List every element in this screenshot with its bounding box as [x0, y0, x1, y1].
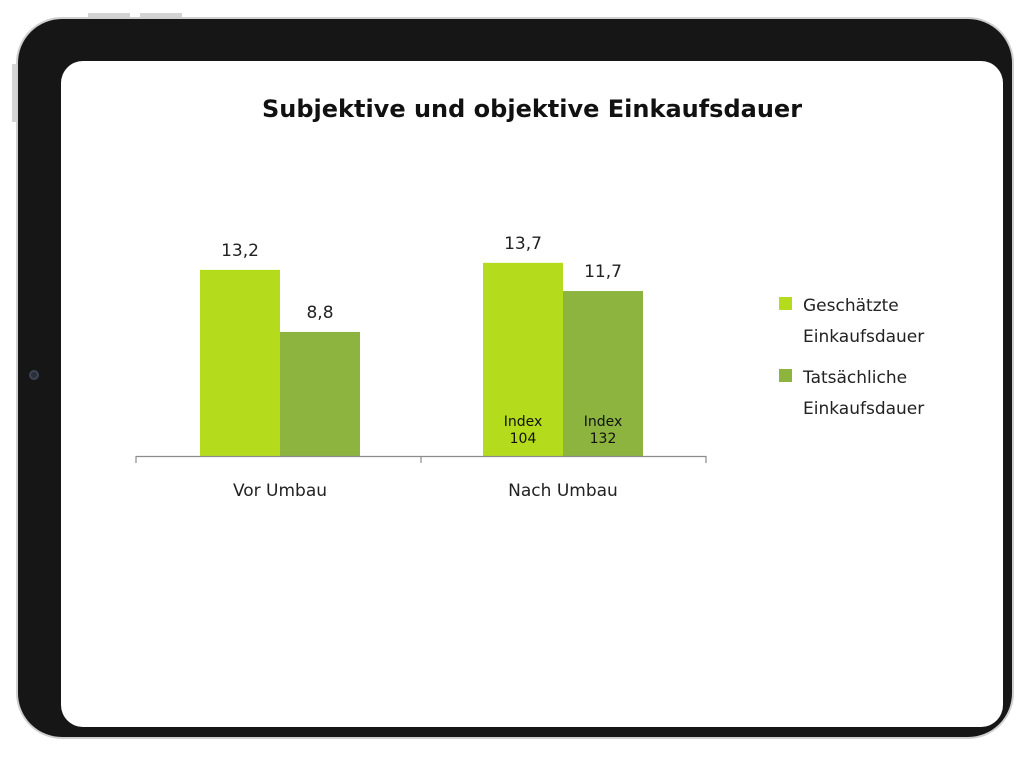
bar — [280, 331, 360, 456]
bar — [563, 291, 643, 456]
index-label: Index 104 — [504, 414, 543, 447]
chart-legend: Geschätzte Einkaufsdauer Tatsächliche Ei… — [779, 291, 989, 435]
bar — [483, 262, 563, 456]
screen: Subjektive und objektive Einkaufsdauer 1… — [61, 61, 1003, 727]
volume-up-button — [88, 13, 130, 18]
camera-icon — [29, 370, 39, 380]
legend-item-tatsaechliche: Tatsächliche Einkaufsdauer — [779, 363, 989, 425]
volume-down-button — [140, 13, 182, 18]
data-label: 13,2 — [221, 241, 259, 261]
data-label: 8,8 — [306, 303, 333, 323]
data-label: 13,7 — [504, 234, 542, 254]
legend-swatch — [779, 297, 792, 310]
power-button — [12, 64, 17, 122]
legend-label: Geschätzte Einkaufsdauer — [803, 296, 925, 347]
x-tick-label: Vor Umbau — [233, 481, 327, 501]
legend-label: Tatsächliche Einkaufsdauer — [803, 368, 925, 419]
bar — [200, 269, 280, 456]
x-tick-label: Nach Umbau — [508, 481, 618, 501]
legend-swatch — [779, 369, 792, 382]
data-label: 11,7 — [584, 262, 622, 282]
bar-chart: 13,2 8,8 13,7 Index 104 11,7 Index 132 Vor Umbau… — [135, 234, 707, 501]
legend-item-geschaetzte: Geschätzte Einkaufsdauer — [779, 291, 989, 353]
chart-title: Subjektive und objektive Einkaufsdauer — [261, 95, 803, 123]
index-label: Index 132 — [584, 414, 623, 447]
